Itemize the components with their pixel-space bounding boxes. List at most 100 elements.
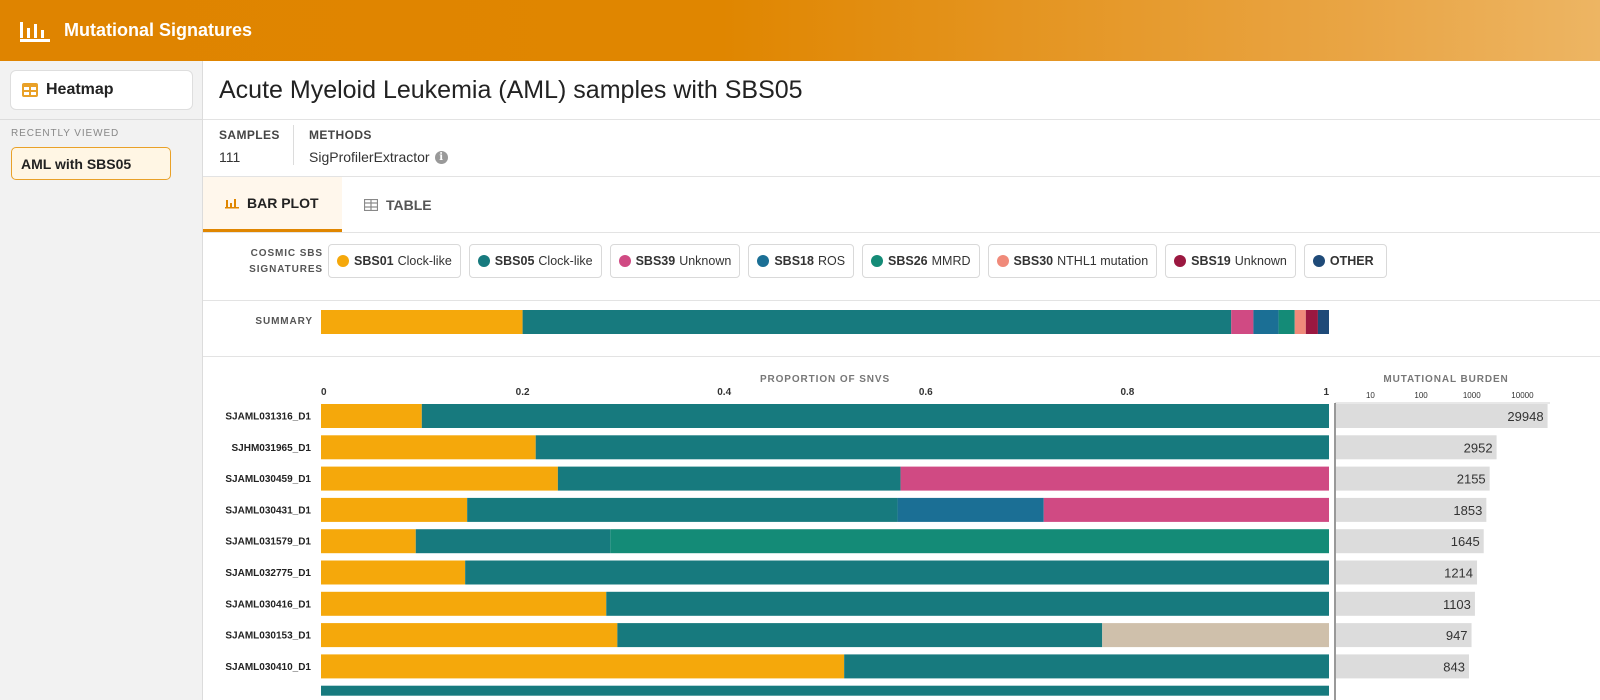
legend-desc: Clock-like (397, 254, 452, 268)
legend-item-sbs19[interactable]: SBS19 Unknown (1165, 244, 1296, 278)
bar-segment-unassigned (1102, 623, 1329, 648)
burden-value: 1645 (1451, 534, 1480, 549)
bar-segment-sbs01 (321, 529, 416, 554)
x-tick-label: 0 (321, 387, 327, 398)
legend-code: SBS39 (635, 254, 676, 268)
burden-value: 1103 (1443, 597, 1471, 612)
methods-field: SigProfilerExtractor i (309, 149, 448, 165)
page-title: Acute Myeloid Leukemia (AML) samples wit… (219, 76, 803, 104)
burden-bar (1336, 654, 1470, 679)
legend-color-dot (477, 255, 490, 267)
x-tick-label: 0.8 (1120, 387, 1134, 398)
legend-code: SBS26 (888, 254, 928, 268)
legend-title-line: COSMIC SBS (250, 248, 323, 259)
bar-segment-sbs01 (321, 623, 618, 648)
summary-segment-other (1317, 310, 1329, 334)
summary-label: SUMMARY (255, 316, 313, 327)
legend-code: SBS01 (354, 254, 394, 268)
bar-segment-sbs05 (535, 435, 1329, 460)
summary-segment-sbs19 (1305, 310, 1318, 334)
summary-segment-sbs01 (321, 310, 523, 334)
legend-item-sbs39[interactable]: SBS39 Unknown (609, 244, 741, 278)
info-icon[interactable]: i (434, 150, 448, 164)
x-tick-label: 0.6 (919, 387, 933, 398)
divider (203, 176, 1600, 177)
summary-segment-sbs30 (1294, 310, 1306, 334)
burden-bar (1336, 435, 1497, 460)
burden-bar (1336, 560, 1478, 585)
recent-item[interactable]: AML with SBS05 (11, 147, 171, 180)
sample-label: SJHM031965_D1 (232, 443, 312, 454)
divider (203, 232, 1600, 233)
burden-bar (1336, 404, 1548, 428)
meta-separator (293, 125, 294, 165)
burden-tick-label: 10 (1366, 391, 1375, 400)
burden-bar (1336, 623, 1472, 648)
legend-title: COSMIC SBS SIGNATURES (233, 246, 323, 278)
bar-segment-sbs01 (321, 591, 607, 616)
summary-segment-sbs18 (1253, 310, 1279, 334)
recently-viewed-label: RECENTLY VIEWED (11, 128, 120, 139)
bar-chart-logo-icon (20, 21, 50, 42)
bar-segment-sbs05 (617, 623, 1103, 648)
legend-color-dot (1174, 255, 1187, 267)
burden-value: 2155 (1457, 472, 1486, 487)
summary-segment-sbs39 (1231, 310, 1254, 334)
sample-label: SJAML030153_D1 (225, 631, 311, 642)
legend-code: SBS19 (1191, 254, 1231, 268)
legend-item-sbs05[interactable]: SBS05 Clock-like (468, 244, 602, 278)
tab-bar-plot[interactable]: BAR PLOT (203, 177, 342, 232)
bar-segment-sbs05 (467, 497, 898, 522)
legend-item-sbs01[interactable]: SBS01 Clock-like (328, 244, 461, 278)
legend-code: SBS05 (494, 254, 535, 268)
bar-segment-sbs39 (1043, 497, 1329, 522)
divider (203, 356, 1600, 357)
burden-value: 843 (1443, 659, 1465, 674)
legend-item-sbs30[interactable]: SBS30 NTHL1 mutation (987, 244, 1158, 278)
stacked-bar-chart: PROPORTION OF SNVS 0 0.2 0.4 0.6 0.8 1 MUTATION… (225, 310, 1550, 700)
bar-segment-sbs05 (421, 404, 1329, 428)
legend-desc: ROS (817, 254, 846, 268)
legend-item-sbs18[interactable]: SBS18 ROS (748, 244, 855, 278)
bar-segment-sbs05 (321, 685, 1329, 696)
x-tick-label: 0.4 (717, 387, 731, 398)
bar-segment-sbs05 (557, 466, 901, 491)
legend-item-sbs26[interactable]: SBS26 MMRD (862, 244, 980, 278)
heatmap-label: Heatmap (46, 81, 114, 98)
burden-axis-title: MUTATIONAL BURDEN (1383, 374, 1508, 385)
bar-segment-sbs01 (321, 654, 845, 679)
tab-bar-plot-label: BAR PLOT (247, 195, 319, 211)
burden-bar (1336, 591, 1475, 616)
samples-label: SAMPLES (219, 128, 280, 142)
tab-table[interactable]: TABLE (342, 177, 454, 232)
sample-label: SJAML032775_D1 (225, 568, 311, 579)
signature-legend: SBS01 Clock-like SBS05 Clock-like SBS39 Unkno… (328, 244, 1387, 278)
legend-code: SBS30 (1013, 254, 1054, 268)
burden-bar (1336, 529, 1484, 554)
x-axis-title: PROPORTION OF SNVS (760, 374, 890, 385)
summary-segment-sbs05 (522, 310, 1232, 334)
legend-color-dot (1312, 255, 1325, 267)
heatmap-button[interactable]: Heatmap (10, 70, 193, 110)
burden-bar (1336, 466, 1490, 491)
legend-code: SBS18 (774, 254, 814, 268)
legend-desc: NTHL1 mutation (1057, 254, 1149, 268)
burden-tick-label: 100 (1414, 391, 1428, 400)
burden-value: 947 (1446, 628, 1468, 643)
sample-label: SJAML030459_D1 (225, 474, 311, 485)
tab-table-label: TABLE (386, 196, 432, 213)
legend-desc: Unknown (1234, 254, 1287, 268)
bar-segment-sbs01 (321, 560, 466, 585)
divider (203, 119, 1600, 120)
legend-desc: Unknown (679, 254, 732, 268)
burden-value: 2952 (1464, 440, 1493, 455)
methods-label: METHODS (309, 128, 372, 142)
methods-value: SigProfilerExtractor (309, 149, 430, 165)
bar-segment-sbs05 (415, 529, 611, 554)
bar-segment-sbs26 (610, 529, 1329, 554)
legend-item-other[interactable]: OTHER (1303, 244, 1387, 278)
sample-label: SJAML030416_D1 (225, 599, 311, 610)
legend-desc: Clock-like (538, 254, 593, 268)
bar-segment-sbs01 (321, 466, 558, 491)
x-tick-label: 1 (1323, 387, 1329, 398)
